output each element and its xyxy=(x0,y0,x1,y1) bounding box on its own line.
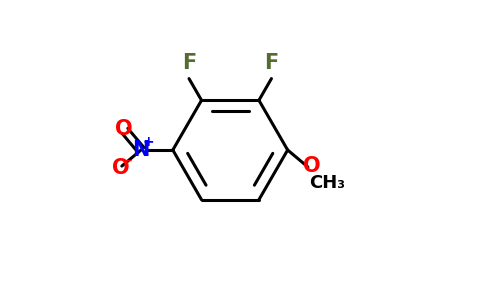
Text: N: N xyxy=(132,140,150,160)
Text: O: O xyxy=(111,158,129,178)
Text: O: O xyxy=(115,119,132,140)
Text: F: F xyxy=(264,53,279,73)
Text: ⁻: ⁻ xyxy=(124,155,133,173)
Text: O: O xyxy=(303,156,321,176)
Text: +: + xyxy=(143,135,154,149)
Text: F: F xyxy=(182,53,196,73)
Text: CH₃: CH₃ xyxy=(309,174,345,192)
